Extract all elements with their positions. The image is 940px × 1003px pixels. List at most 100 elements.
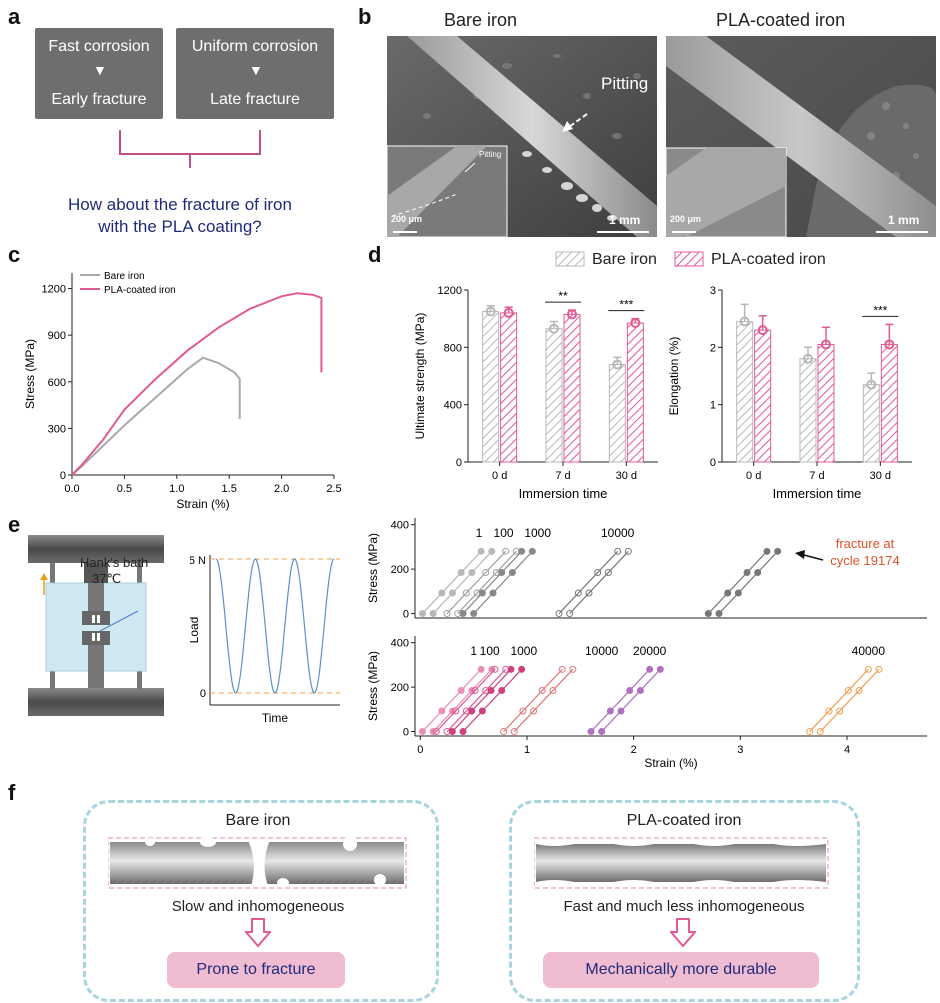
pla-iron-rod-illustration <box>534 837 829 889</box>
data-point <box>757 325 768 336</box>
loop-line <box>451 668 512 732</box>
bar-pla <box>880 343 898 463</box>
loop-line <box>718 550 779 614</box>
bar-bare <box>545 328 563 463</box>
scale-bar-main: 1 mm <box>609 213 641 227</box>
sem-title-pla: PLA-coated iron <box>716 10 846 30</box>
data-point <box>806 728 814 736</box>
fast-corrosion-box: Fast corrosion ▼ Early fracture <box>35 28 163 119</box>
y-axis-label: Elongation (%) <box>667 337 681 416</box>
data-point <box>462 589 470 597</box>
cycle-label: 1000 <box>510 644 537 658</box>
data-point <box>528 547 536 555</box>
data-point <box>704 610 712 618</box>
stress-strain-chart: 0.0 0.5 1.0 1.5 2.0 2.5 0 300 600 900 1200 Strain (… <box>23 271 342 511</box>
bar-pla <box>754 329 772 463</box>
y-tick-label: 400 <box>391 638 409 650</box>
data-point <box>558 665 566 673</box>
y-tick-label: 1200 <box>438 285 462 297</box>
significance-stars: ** <box>558 289 568 303</box>
panel-label-d: d <box>368 242 382 267</box>
data-point <box>471 686 479 694</box>
data-point <box>549 323 559 334</box>
legend-swatch-bare <box>555 251 585 267</box>
data-point <box>763 547 771 555</box>
data-point <box>498 686 506 694</box>
loop-line <box>558 550 619 614</box>
data-point <box>459 728 467 736</box>
loop-line <box>707 550 768 614</box>
legend-label: PLA-coated iron <box>104 285 176 296</box>
data-point <box>569 665 577 673</box>
bath-temperature: 37℃ <box>92 571 122 586</box>
data-point <box>478 707 486 715</box>
cycle-label: 1 <box>476 526 483 540</box>
ultimate-strength-chart: 0 400 800 1200 0 d 7 d ** 30 d *** Immersion time… <box>413 285 658 501</box>
y-tick-label: 300 <box>48 423 66 435</box>
data-point <box>604 568 612 576</box>
panel-label-f: f <box>8 780 16 805</box>
data-point <box>724 589 732 597</box>
panel-label-b: b <box>358 4 372 29</box>
uniform-corrosion-text: Uniform corrosion <box>191 38 319 55</box>
data-point <box>866 379 877 390</box>
data-point <box>774 547 782 555</box>
legend-label-pla: PLA-coated iron <box>711 251 826 268</box>
data-point <box>519 707 527 715</box>
bar-bare <box>736 321 754 463</box>
loop-line <box>819 668 880 732</box>
bar-pla <box>563 313 581 463</box>
x-tick-label: 0 <box>417 744 423 756</box>
data-point <box>585 589 593 597</box>
data-point <box>508 568 516 576</box>
panel-label-e: e <box>8 512 21 537</box>
data-point <box>530 707 538 715</box>
data-point <box>606 707 614 715</box>
x-tick-label: 0 d <box>492 470 507 482</box>
uniform-corrosion-box: Uniform corrosion ▼ Late fracture <box>176 28 334 119</box>
significance-stars: *** <box>619 298 633 312</box>
sem-bare-graphic <box>387 36 657 237</box>
data-point <box>734 589 742 597</box>
data-point <box>825 707 833 715</box>
late-fracture-text: Late fracture <box>210 91 300 108</box>
data-point <box>498 568 506 576</box>
data-point <box>816 728 824 736</box>
top-tick-label: 35 N <box>190 555 206 567</box>
data-point <box>624 547 632 555</box>
cycle-label: 40000 <box>852 644 886 658</box>
bar-pla <box>500 312 518 463</box>
data-point <box>510 728 518 736</box>
y-tick-label: 600 <box>48 377 66 389</box>
data-point <box>429 610 437 618</box>
data-point <box>507 665 515 673</box>
bare-iron-rod-illustration <box>108 837 407 889</box>
y-axis-label: Stress (MPa) <box>23 339 37 409</box>
cycle-label: 100 <box>480 644 500 658</box>
x-tick-label: 4 <box>844 744 850 756</box>
bottom-tick-label: 0 <box>200 688 206 700</box>
question-text: How about the fracture of iron with the … <box>30 194 330 238</box>
data-point <box>478 589 486 597</box>
cycle-label: 1000 <box>524 526 551 540</box>
x-tick-label: 0 d <box>746 470 761 482</box>
data-point <box>443 610 451 618</box>
x-axis-label: Time <box>262 711 289 725</box>
bar-bare <box>862 384 880 463</box>
loop-line <box>590 668 651 732</box>
loop-line <box>462 668 523 732</box>
x-tick-label: 0.0 <box>64 483 79 495</box>
bar-bare <box>608 364 626 463</box>
panel-label-a: a <box>8 4 21 29</box>
question-line-2: with the PLA coating? <box>98 217 262 236</box>
data-point <box>864 665 872 673</box>
loop-line <box>457 550 517 614</box>
data-point <box>468 707 476 715</box>
down-arrow-icon <box>670 918 696 948</box>
bar-bare <box>799 358 817 463</box>
x-axis-label: Strain (%) <box>644 756 697 770</box>
y-tick-label: 200 <box>391 682 409 694</box>
x-tick-label: 1.0 <box>169 483 184 495</box>
bare-iron-summary-box <box>83 800 439 1002</box>
